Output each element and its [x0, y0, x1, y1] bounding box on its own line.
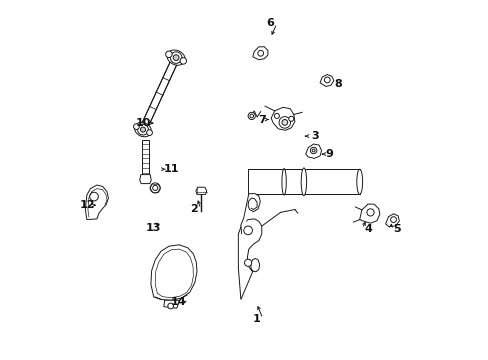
Polygon shape: [247, 169, 359, 194]
Circle shape: [137, 124, 148, 135]
Circle shape: [279, 117, 290, 128]
Circle shape: [310, 147, 316, 154]
Polygon shape: [305, 144, 321, 158]
Polygon shape: [385, 214, 399, 227]
Ellipse shape: [282, 168, 285, 195]
Circle shape: [133, 124, 139, 130]
Circle shape: [150, 183, 160, 193]
Text: 1: 1: [252, 314, 260, 324]
Text: 4: 4: [364, 224, 372, 234]
Text: 11: 11: [163, 164, 179, 174]
Circle shape: [311, 149, 314, 152]
Text: 8: 8: [333, 78, 341, 89]
Circle shape: [247, 112, 255, 120]
Ellipse shape: [356, 169, 362, 194]
Circle shape: [165, 51, 172, 58]
Polygon shape: [270, 107, 294, 130]
Text: 12: 12: [80, 200, 96, 210]
Polygon shape: [238, 219, 261, 300]
Ellipse shape: [301, 168, 306, 196]
Polygon shape: [85, 185, 108, 220]
Polygon shape: [151, 245, 197, 300]
Text: 5: 5: [393, 224, 401, 234]
Text: 3: 3: [310, 131, 318, 141]
Text: 6: 6: [266, 18, 274, 28]
Circle shape: [140, 127, 145, 132]
Circle shape: [282, 120, 287, 125]
Circle shape: [146, 130, 152, 135]
Circle shape: [152, 185, 158, 190]
Circle shape: [390, 217, 396, 222]
Circle shape: [244, 226, 252, 235]
Circle shape: [180, 58, 186, 64]
Circle shape: [244, 259, 251, 266]
Circle shape: [173, 55, 179, 60]
Text: 14: 14: [171, 297, 186, 307]
Text: 10: 10: [135, 118, 150, 128]
Polygon shape: [140, 175, 151, 184]
Circle shape: [167, 303, 173, 309]
Circle shape: [170, 52, 182, 63]
Ellipse shape: [134, 122, 151, 137]
Polygon shape: [359, 204, 379, 223]
Circle shape: [288, 116, 293, 121]
Circle shape: [257, 50, 263, 56]
Ellipse shape: [167, 50, 185, 65]
Polygon shape: [142, 140, 148, 176]
Circle shape: [274, 113, 279, 118]
Text: 7: 7: [257, 114, 265, 125]
Circle shape: [89, 192, 98, 201]
Text: 2: 2: [190, 204, 198, 214]
Polygon shape: [163, 300, 179, 308]
Polygon shape: [241, 194, 260, 234]
Circle shape: [249, 114, 253, 118]
Circle shape: [366, 209, 373, 216]
Polygon shape: [196, 187, 206, 194]
Polygon shape: [252, 47, 267, 60]
Polygon shape: [140, 56, 179, 131]
Circle shape: [324, 77, 329, 83]
Polygon shape: [320, 75, 333, 86]
Text: 13: 13: [146, 222, 161, 233]
Text: 9: 9: [325, 149, 332, 159]
